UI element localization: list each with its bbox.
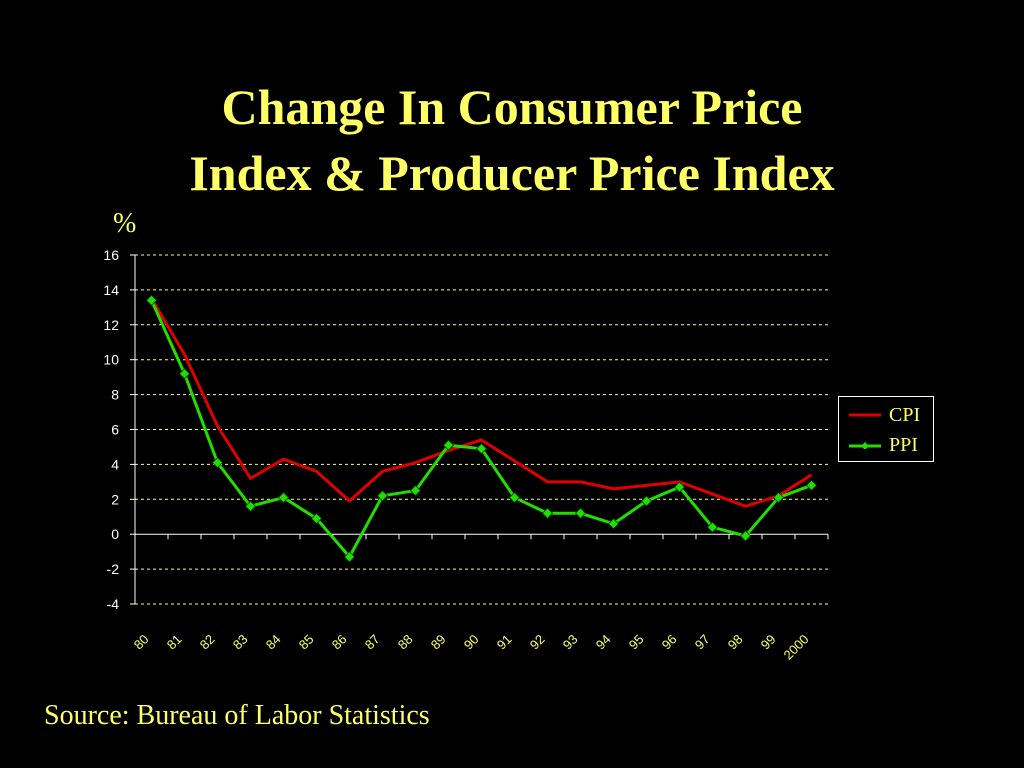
legend-label-cpi: CPI: [889, 404, 921, 426]
y-tick-label: 0: [111, 526, 119, 542]
y-tick-label: 8: [111, 387, 119, 403]
x-tick-label: 91: [494, 632, 515, 653]
source-note: Source: Bureau of Labor Statistics: [44, 700, 430, 731]
chart-legend: CPI PPI: [838, 396, 934, 462]
y-tick-label: 10: [103, 352, 119, 368]
x-tick-label: 87: [362, 632, 383, 653]
x-tick-label: 82: [197, 632, 218, 653]
x-tick-label: 89: [428, 632, 449, 653]
data-point-ppi: [805, 479, 818, 491]
x-tick-labels: 80 81 82 83 84 85 86 87 88 89 90 91 92 93 94 95 96 97 98 99…: [131, 632, 812, 663]
legend-label-ppi: PPI: [889, 434, 918, 456]
y-tick-label: 12: [103, 317, 119, 333]
data-point-ppi: [244, 500, 257, 512]
data-point-ppi: [739, 530, 752, 542]
x-tick-label: 2000: [781, 632, 812, 663]
y-tick-labels: 16 14 12 10 8 6 4 2 0 -2 -4: [103, 247, 119, 612]
legend-swatch-ppi: [849, 442, 881, 449]
x-tick-label: 92: [527, 632, 548, 653]
x-tick-label: 88: [395, 632, 416, 653]
data-point-ppi: [343, 551, 356, 563]
data-point-ppi: [409, 485, 422, 497]
data-point-ppi: [706, 521, 719, 533]
legend-swatch-cpi: [849, 413, 881, 417]
legend-item-cpi: CPI: [845, 403, 931, 427]
y-tick-label: 6: [111, 422, 119, 438]
series-line-cpi: [150, 297, 813, 508]
data-point-ppi: [442, 439, 455, 451]
data-point-ppi: [640, 495, 653, 507]
x-tick-label: 95: [626, 632, 647, 653]
y-axis-unit-label: %: [113, 208, 137, 239]
data-point-ppi: [574, 507, 587, 519]
axes: [130, 254, 829, 605]
x-tick-label: 97: [692, 632, 713, 653]
slide-title: Change In Consumer Price Index & Produce…: [0, 74, 1024, 206]
title-line-2: Index & Producer Price Index: [189, 145, 835, 201]
x-tick-label: 94: [593, 632, 614, 653]
data-point-ppi: [475, 443, 488, 455]
data-point-ppi: [541, 507, 554, 519]
data-point-ppi: [376, 490, 389, 502]
gridlines: [135, 254, 828, 605]
data-point-ppi: [772, 491, 785, 504]
data-point-ppi: [673, 481, 686, 493]
x-tick-label: 90: [461, 632, 482, 653]
data-point-ppi: [178, 368, 191, 380]
legend-item-ppi: PPI: [845, 433, 931, 457]
x-tick-label: 80: [131, 632, 152, 653]
x-tick-label: 98: [725, 632, 746, 653]
title-line-1: Change In Consumer Price: [221, 79, 803, 135]
x-tick-label: 86: [329, 632, 350, 653]
data-point-ppi: [310, 512, 323, 525]
x-tick-label: 81: [164, 632, 185, 653]
x-tick-label: 96: [659, 632, 680, 653]
x-tick-label: 85: [296, 632, 317, 653]
x-tick-label: 84: [263, 632, 284, 653]
y-tick-label: 2: [111, 491, 119, 507]
y-tick-label: 4: [111, 456, 119, 472]
data-point-ppi: [508, 491, 521, 504]
x-tick-label: 83: [230, 632, 251, 653]
series-line-ppi: [150, 299, 813, 559]
y-tick-label: -4: [107, 596, 120, 612]
y-tick-label: -2: [107, 561, 120, 577]
data-point-ppi: [277, 491, 290, 504]
x-tick-label: 93: [560, 632, 581, 653]
y-tick-label: 14: [103, 282, 119, 298]
data-point-ppi: [211, 457, 224, 469]
data-point-ppi: [607, 518, 620, 530]
x-tick-label: 99: [758, 632, 779, 653]
y-tick-label: 16: [103, 247, 119, 263]
data-point-ppi: [145, 294, 158, 306]
series: [145, 294, 818, 563]
